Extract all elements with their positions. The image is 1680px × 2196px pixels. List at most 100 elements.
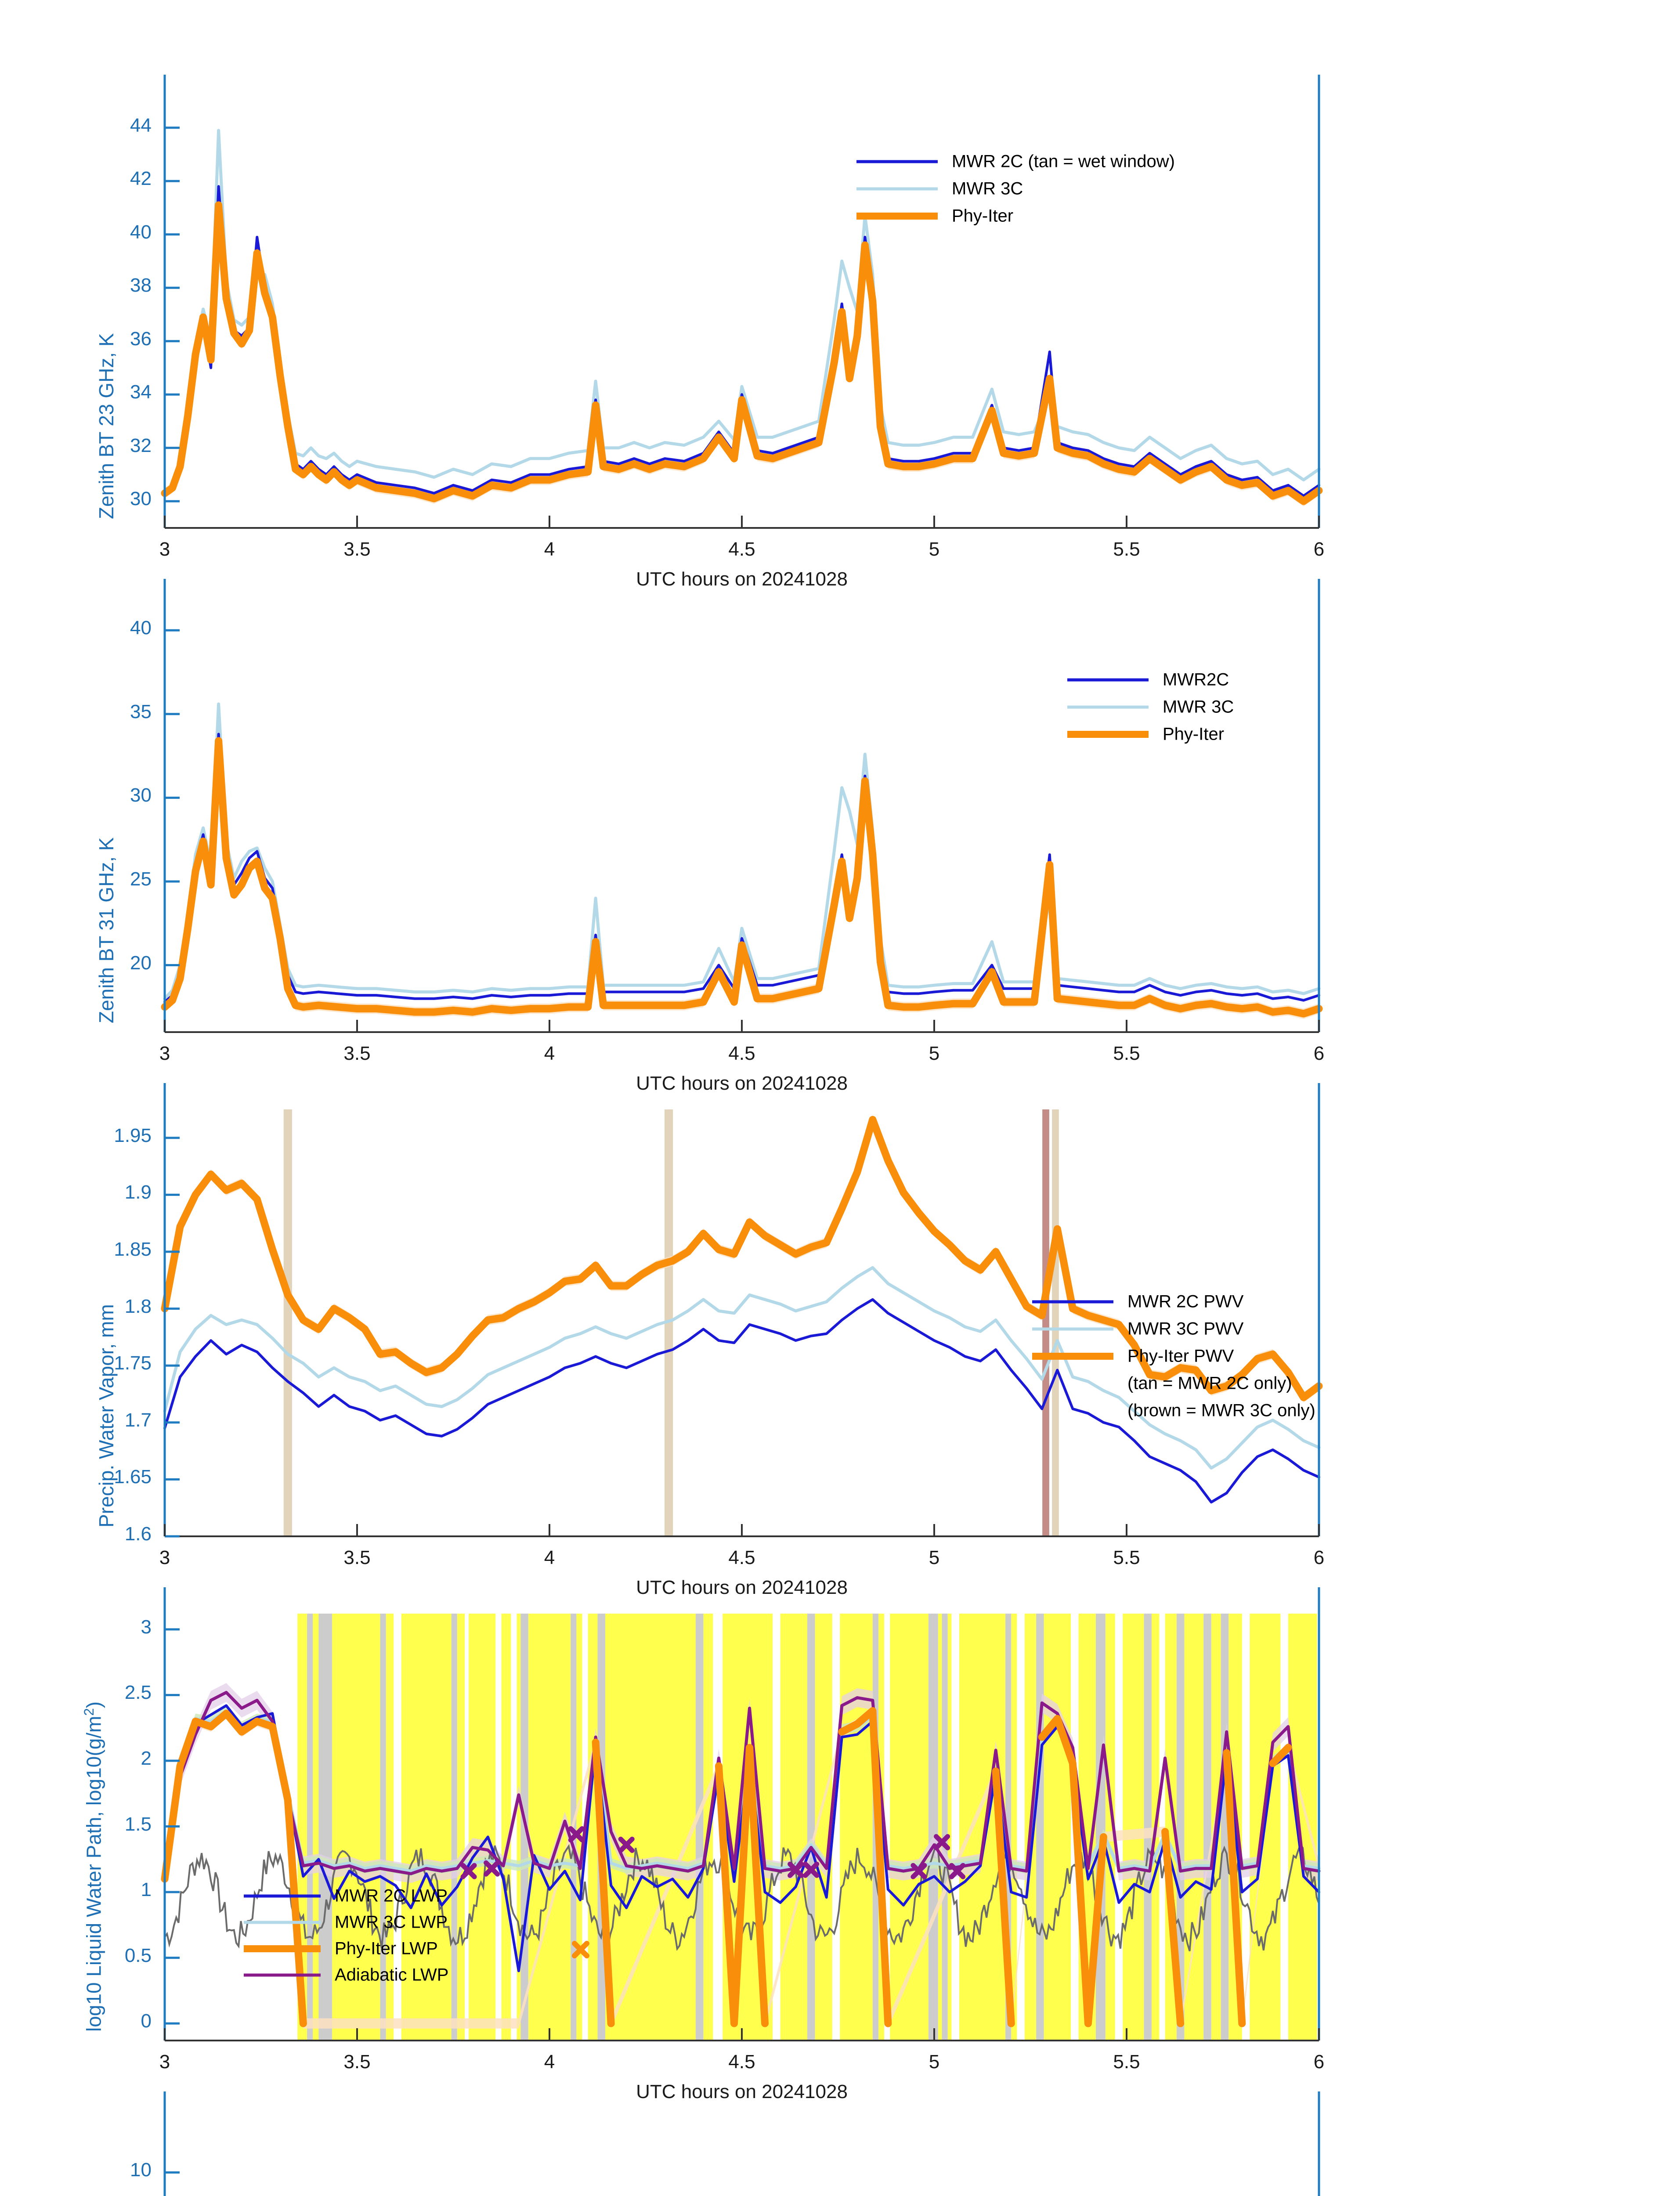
yellow-band <box>386 1614 394 2041</box>
grey-band <box>1036 1614 1044 2041</box>
panel-dq-flag <box>0 2017 1680 2196</box>
y-tick-label: 1.85 <box>114 1239 152 1260</box>
marker-group <box>460 1826 966 1879</box>
x-tick-label: 4.5 <box>728 1043 755 1064</box>
grey-band <box>1095 1614 1106 2041</box>
y-tick-label: 1.75 <box>114 1352 152 1374</box>
y-tick-label: 32 <box>130 434 152 456</box>
yellow-band <box>840 1614 873 2041</box>
yellow-band <box>332 1614 380 2041</box>
x-marker <box>788 1861 804 1878</box>
series-line <box>161 737 1323 1018</box>
grey-band <box>1144 1614 1152 2041</box>
series-group <box>161 702 1323 1019</box>
series-line <box>163 129 1321 495</box>
y-tick-label: 44 <box>130 114 152 136</box>
y-axis-title: log10 Liquid Water Path, log10(g/m2) <box>81 1701 105 2032</box>
legend: MWR 2C PWV MWR 3C PWV Phy-Iter PWV (tan = M… <box>1032 1292 1315 1420</box>
yellow-band <box>780 1614 807 2041</box>
x-marker <box>934 1834 950 1850</box>
y-tick-label: 36 <box>130 328 152 350</box>
grey-band <box>451 1614 457 2041</box>
wet-window-bands <box>283 1109 1059 1536</box>
y-tick-label: 30 <box>130 784 152 806</box>
yellow-band <box>605 1614 696 2041</box>
x-tick-label: 4 <box>544 1043 555 1064</box>
series-line <box>163 1704 1320 1972</box>
legend-label: MWR 3C LWP <box>335 1913 448 1932</box>
x-tick-label: 5 <box>929 2051 940 2073</box>
yellow-band <box>1011 1614 1017 2041</box>
yellow-band <box>517 1614 521 2041</box>
x-tick-label: 3 <box>159 538 170 560</box>
legend: MWR 2C (tan = wet window) MWR 3C Phy-Iter <box>856 152 1175 226</box>
legend-label: MWR 2C (tan = wet window) <box>952 152 1175 171</box>
x-tick-label: 3.5 <box>343 2051 371 2073</box>
y-tick-label: 25 <box>130 868 152 890</box>
series-line <box>163 1266 1321 1470</box>
grey-band <box>1221 1614 1229 2041</box>
y-tick-label: 30 <box>130 488 152 510</box>
yellow-band <box>938 1614 942 2041</box>
x-tick-label: 3 <box>159 1547 170 1568</box>
x-marker <box>568 1826 585 1842</box>
axes <box>163 75 1320 529</box>
y-tick-label: 1.7 <box>124 1409 152 1431</box>
zenith-bt-23-plot: MWR 2C (tan = wet window) MWR 3C Phy-Iter <box>161 75 1323 529</box>
y-tick-label: 2.5 <box>124 1682 152 1704</box>
vertical-band-tan <box>1052 1109 1059 1536</box>
x-tick-label: 6 <box>1313 1043 1325 1064</box>
y-tick-label: 1.8 <box>124 1295 152 1317</box>
series-line <box>163 1298 1320 1504</box>
x-tick-label: 3 <box>159 1043 170 1064</box>
y-tick-label: 1.9 <box>124 1181 152 1203</box>
vertical-band-brown <box>1042 1109 1049 1536</box>
panel-zenith-bt-31: MWR2C MWR 3C Phy-Iter <box>0 504 1680 1088</box>
grey-band <box>807 1614 815 2041</box>
x-tick-label: 5 <box>929 1547 940 1568</box>
x-tick-label: 5 <box>929 1043 940 1064</box>
legend-label: MWR 2C LWP <box>335 1886 448 1906</box>
x-marker <box>618 1836 635 1853</box>
x-tick-label: 4.5 <box>728 538 755 560</box>
grey-band <box>1176 1614 1185 2041</box>
legend-label: (brown = MWR 3C only) <box>1127 1401 1315 1420</box>
y-axis-title: Zenith BT 23 GHz, K <box>95 333 118 519</box>
grey-band <box>942 1614 948 2041</box>
y-tick-label: 1.65 <box>114 1466 152 1488</box>
y-tick-label: 42 <box>130 168 152 190</box>
y-tick-label: 0 <box>141 2010 152 2032</box>
y-tick-label: 10 <box>130 2159 152 2181</box>
y-tick-label: 1.5 <box>124 1813 152 1835</box>
y-tick-label: 2 <box>141 1747 152 1769</box>
log10-lwp-plot: MWR 2C LWP MWR 3C LWP Phy-Iter LWP Adiabati… <box>0 1587 1680 2041</box>
axes <box>163 579 1320 1033</box>
grey-band <box>695 1614 704 2041</box>
grey-band <box>1005 1614 1012 2041</box>
axes <box>163 2091 1320 2196</box>
dq-flag-plot <box>163 2091 1320 2196</box>
legend-label: MWR 3C PWV <box>1127 1319 1244 1339</box>
yellow-band <box>1123 1614 1144 2041</box>
series-group <box>161 1114 1323 1504</box>
x-tick-label: 4.5 <box>728 2051 755 2073</box>
legend-label: Phy-Iter PWV <box>1127 1347 1234 1366</box>
panel-log10-lwp: MWR 2C LWP MWR 3C LWP Phy-Iter LWP Adiabati… <box>0 1513 1680 2097</box>
legend-label: MWR 3C <box>1163 697 1234 717</box>
y-tick-label: 0.5 <box>124 1944 152 1966</box>
x-axis-title: UTC hours on 20241028 <box>636 568 848 590</box>
x-axis-title: UTC hours on 20241028 <box>636 1577 848 1598</box>
y-axis-title: Zenith BT 31 GHz, K <box>95 837 118 1023</box>
y-tick-label: 1.6 <box>124 1523 152 1545</box>
x-tick-label: 3.5 <box>343 538 371 560</box>
legend-label: Phy-Iter LWP <box>335 1939 438 1958</box>
series-line <box>161 201 1323 505</box>
x-tick-label: 3.5 <box>343 1043 371 1064</box>
x-tick-label: 5.5 <box>1113 2051 1140 2073</box>
y-axis-title: Precip. Water Vapor, mm <box>95 1304 118 1528</box>
grey-band <box>318 1614 332 2041</box>
panel-zenith-bt-23: MWR 2C (tan = wet window) MWR 3C Phy-Iter <box>0 0 1680 584</box>
x-axis-title: UTC hours on 20241028 <box>636 1073 848 1094</box>
yellow-band <box>576 1614 582 2041</box>
